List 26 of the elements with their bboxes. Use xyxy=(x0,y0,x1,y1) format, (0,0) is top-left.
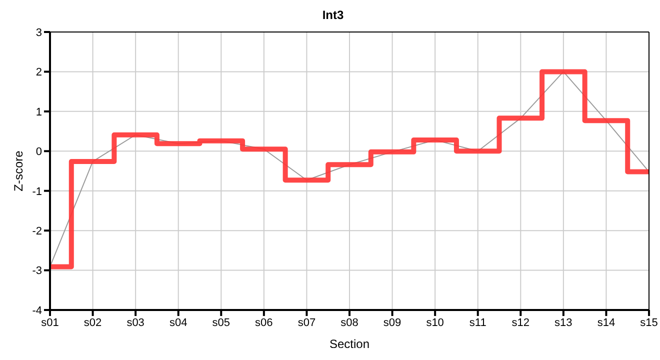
x-tick-label: s03 xyxy=(126,316,144,329)
x-tick-label: s05 xyxy=(212,316,230,329)
x-tick-label: s06 xyxy=(255,316,273,329)
x-axis-title: Section xyxy=(329,337,370,351)
x-tick-label: s12 xyxy=(512,316,530,329)
y-tick-label: -3 xyxy=(32,265,42,278)
x-tick-label: s01 xyxy=(41,316,59,329)
x-tick-label: s07 xyxy=(298,316,316,329)
y-tick-label: 1 xyxy=(36,106,42,118)
y-tick-label: -4 xyxy=(32,304,42,317)
x-tick-label: s04 xyxy=(169,316,188,329)
y-tick-label: 3 xyxy=(36,26,42,39)
x-tick-label: s10 xyxy=(426,316,444,329)
x-tick-label: s13 xyxy=(554,316,572,329)
x-tick-label: s08 xyxy=(340,316,358,329)
x-tick-label: s15 xyxy=(640,316,658,329)
y-tick-label: -1 xyxy=(32,186,42,198)
x-tick-label: s02 xyxy=(84,316,102,329)
x-tick-label: s14 xyxy=(597,316,616,329)
y-axis-title: Z-score xyxy=(11,150,26,192)
y-tick-label: 2 xyxy=(36,66,42,79)
y-tick-label: -2 xyxy=(32,225,42,238)
x-tick-label: s09 xyxy=(383,316,402,329)
chart-title: Int3 xyxy=(321,8,345,24)
y-tick-label: 0 xyxy=(36,146,42,158)
x-tick-label: s11 xyxy=(469,316,486,329)
